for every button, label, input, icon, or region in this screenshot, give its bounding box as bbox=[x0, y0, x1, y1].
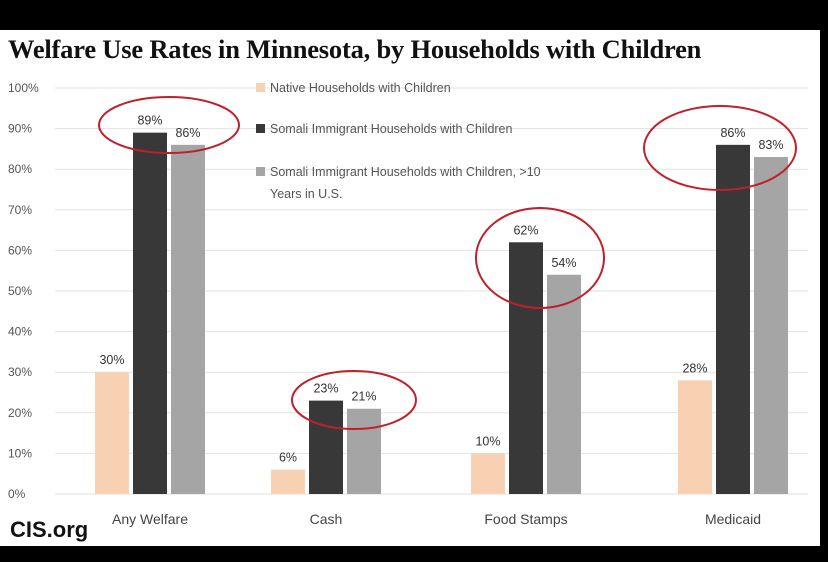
bar-1-2 bbox=[347, 408, 381, 494]
highlight-circle bbox=[98, 96, 240, 154]
bar-1-1 bbox=[309, 400, 343, 494]
highlight-circle bbox=[475, 207, 605, 309]
data-label: 83% bbox=[758, 138, 783, 152]
x-category-label: Food Stamps bbox=[484, 511, 567, 527]
legend-label: Somali Immigrant Households with Childre… bbox=[270, 165, 541, 179]
bar-0-1 bbox=[133, 132, 167, 494]
y-tick-label: 30% bbox=[8, 365, 32, 379]
legend-label: Years in U.S. bbox=[270, 187, 343, 201]
chart-title: Welfare Use Rates in Minnesota, by House… bbox=[8, 34, 702, 64]
data-label: 21% bbox=[351, 390, 376, 404]
y-tick-label: 100% bbox=[8, 81, 39, 95]
bar-2-0 bbox=[471, 453, 505, 494]
data-label: 89% bbox=[137, 114, 162, 128]
x-category-label: Cash bbox=[310, 511, 343, 527]
y-tick-label: 80% bbox=[8, 162, 32, 176]
data-label: 30% bbox=[99, 353, 124, 367]
bottom-border bbox=[0, 546, 828, 562]
legend-label: Native Households with Children bbox=[270, 81, 451, 95]
bar-3-1 bbox=[716, 144, 750, 494]
legend-swatch bbox=[256, 124, 265, 133]
bar-0-0 bbox=[95, 372, 129, 494]
bar-0-2 bbox=[171, 144, 205, 494]
y-tick-label: 40% bbox=[8, 325, 32, 339]
y-tick-label: 70% bbox=[8, 203, 32, 217]
data-label: 10% bbox=[475, 434, 500, 448]
bar-2-2 bbox=[547, 274, 581, 494]
y-tick-label: 0% bbox=[8, 487, 26, 501]
bar-1-0 bbox=[271, 469, 305, 494]
x-category-label: Medicaid bbox=[705, 511, 761, 527]
y-tick-label: 90% bbox=[8, 122, 32, 136]
bar-3-0 bbox=[678, 380, 712, 494]
y-tick-label: 10% bbox=[8, 446, 32, 460]
legend-label: Somali Immigrant Households with Childre… bbox=[270, 122, 513, 136]
data-label: 23% bbox=[313, 382, 338, 396]
data-label: 86% bbox=[720, 126, 745, 140]
highlight-circle bbox=[291, 370, 417, 430]
data-label: 6% bbox=[279, 451, 297, 465]
data-label: 62% bbox=[513, 223, 538, 237]
data-label: 54% bbox=[551, 256, 576, 270]
brand-logo-text: CIS.org bbox=[10, 517, 89, 542]
data-label: 86% bbox=[175, 126, 200, 140]
bar-3-2 bbox=[754, 157, 788, 494]
bar-2-1 bbox=[509, 242, 543, 494]
y-tick-label: 20% bbox=[8, 406, 32, 420]
legend-swatch bbox=[256, 167, 265, 176]
highlight-circle bbox=[643, 105, 797, 191]
data-label: 28% bbox=[682, 361, 707, 375]
legend-swatch bbox=[256, 83, 265, 92]
right-border bbox=[820, 0, 828, 562]
y-tick-label: 50% bbox=[8, 284, 32, 298]
y-tick-label: 60% bbox=[8, 243, 32, 257]
x-category-label: Any Welfare bbox=[112, 511, 188, 527]
